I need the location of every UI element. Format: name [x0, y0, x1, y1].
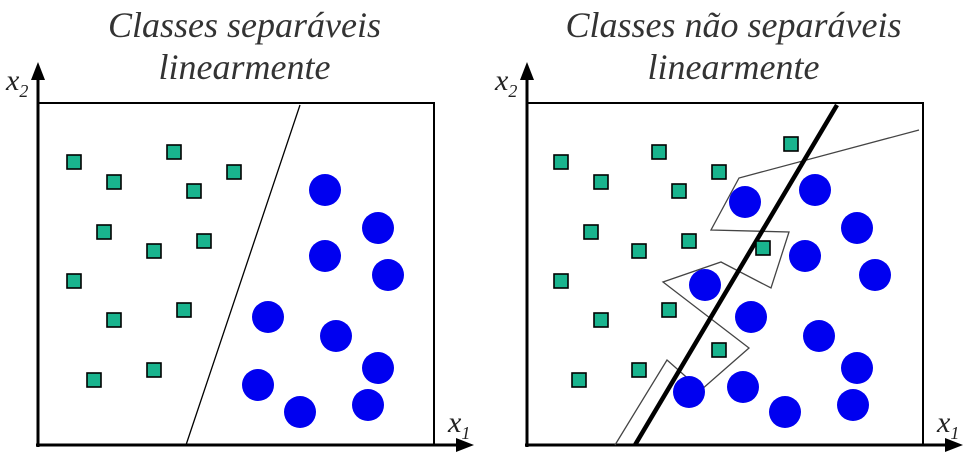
class-circle-marker: [769, 396, 801, 428]
title-line-2: linearmente: [158, 47, 331, 87]
title-line-1: Classes não separáveis: [565, 5, 902, 45]
class-square-marker: [681, 233, 697, 249]
y-axis-arrow-icon: [520, 62, 534, 80]
plot-separable: x2 x1: [5, 62, 474, 452]
class-square-marker: [661, 302, 677, 318]
class-circle-marker: [673, 376, 705, 408]
class-circle-marker: [729, 186, 761, 218]
class-square-marker: [196, 233, 212, 249]
x-axis-arrow-icon: [456, 438, 474, 452]
panel-separable: x2 x1 Classes separáveis linearmente: [0, 0, 489, 470]
class-square-marker: [631, 243, 647, 259]
class-circle-marker: [837, 389, 869, 421]
x-axis-label: x1: [936, 406, 959, 443]
y-axis-label: x2: [494, 64, 517, 101]
class-square-marker: [106, 174, 122, 190]
class-square-marker: [651, 144, 667, 160]
class-square-marker: [593, 174, 609, 190]
class-square-marker: [96, 224, 112, 240]
class-circle-marker: [803, 320, 835, 352]
class-circle-marker: [242, 369, 274, 401]
class-circle-marker: [309, 174, 341, 206]
class-circle-marker: [352, 389, 384, 421]
y-axis-label: x2: [5, 64, 28, 101]
class-square-marker: [553, 154, 569, 170]
y-axis-arrow-icon: [31, 62, 45, 80]
class-circle-marker: [735, 301, 767, 333]
class-circle-marker: [309, 240, 341, 272]
title-line-1: Classes separáveis: [108, 5, 381, 45]
title-line-2: linearmente: [647, 47, 820, 87]
class-circle-marker: [727, 371, 759, 403]
class-square-marker: [106, 312, 122, 328]
class-square-marker: [711, 164, 727, 180]
class-circle-marker: [799, 174, 831, 206]
class-circle-marker: [252, 301, 284, 333]
x-axis-arrow-icon: [945, 438, 963, 452]
class-circle-marker: [284, 396, 316, 428]
class-square-marker: [176, 302, 192, 318]
class-circle-marker: [320, 320, 352, 352]
class-square-marker: [571, 372, 587, 388]
x-axis-label: x1: [447, 406, 470, 443]
panel-non-separable: x2 x1 Classes não separáveis linearmente: [489, 0, 978, 470]
class-square-marker: [226, 164, 242, 180]
class-square-marker: [755, 240, 771, 256]
class-square-marker: [631, 362, 647, 378]
class-square-marker: [671, 183, 687, 199]
linear-boundary: [185, 104, 301, 446]
class-square-marker: [783, 136, 799, 152]
class-circle-marker: [689, 269, 721, 301]
class-square-marker: [66, 154, 82, 170]
class-square-marker: [66, 273, 82, 289]
plot-non-separable: x2 x1: [494, 62, 963, 452]
class-square-marker: [711, 342, 727, 358]
class-square-marker: [146, 243, 162, 259]
class-square-marker: [583, 224, 599, 240]
class-square-marker: [86, 372, 102, 388]
class-circle-marker: [859, 259, 891, 291]
class-square-marker: [553, 273, 569, 289]
class-circle-marker: [362, 212, 394, 244]
class-circle-marker: [841, 352, 873, 384]
class-circle-marker: [362, 352, 394, 384]
class-square-marker: [146, 362, 162, 378]
linear-boundary: [633, 103, 839, 447]
class-circle-marker: [841, 212, 873, 244]
class-square-marker: [593, 312, 609, 328]
class-square-marker: [186, 183, 202, 199]
class-circle-marker: [372, 259, 404, 291]
class-square-marker: [166, 144, 182, 160]
class-circle-marker: [789, 240, 821, 272]
